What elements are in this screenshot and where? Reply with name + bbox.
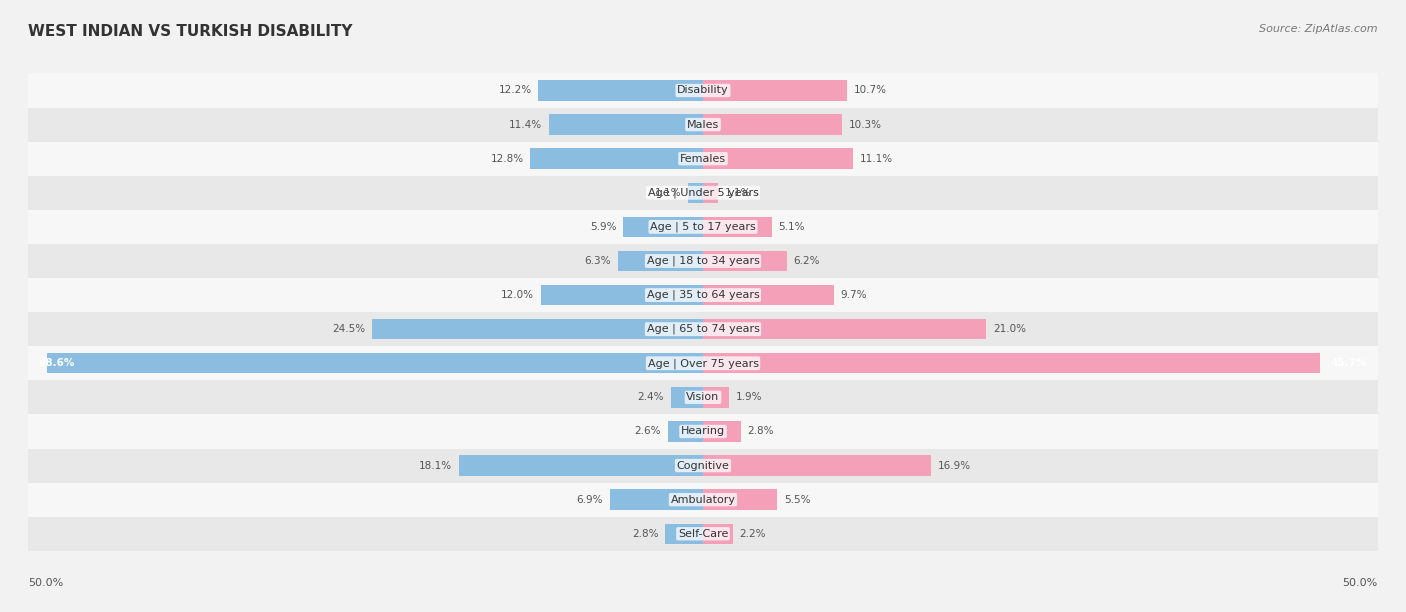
Bar [28, 312, 1378, 346]
Text: 2.8%: 2.8% [748, 427, 775, 436]
Text: 18.1%: 18.1% [419, 461, 451, 471]
Bar [703, 285, 834, 305]
Text: 10.7%: 10.7% [855, 86, 887, 95]
Text: 1.9%: 1.9% [735, 392, 762, 402]
Bar [28, 176, 1378, 210]
Bar [703, 80, 848, 101]
Text: 21.0%: 21.0% [993, 324, 1026, 334]
Text: 2.4%: 2.4% [637, 392, 664, 402]
Bar [703, 114, 842, 135]
Text: 2.6%: 2.6% [634, 427, 661, 436]
Text: Ambulatory: Ambulatory [671, 494, 735, 505]
Bar [28, 210, 1378, 244]
Text: Cognitive: Cognitive [676, 461, 730, 471]
Bar [703, 353, 1320, 373]
Text: 2.2%: 2.2% [740, 529, 766, 539]
Bar [703, 490, 778, 510]
Text: Self-Care: Self-Care [678, 529, 728, 539]
Bar [28, 244, 1378, 278]
Bar [703, 217, 772, 237]
Bar [28, 380, 1378, 414]
Bar [703, 455, 931, 476]
Text: 12.2%: 12.2% [499, 86, 531, 95]
Bar [668, 421, 703, 442]
Bar [623, 217, 703, 237]
Bar [703, 387, 728, 408]
Bar [688, 182, 703, 203]
Text: Age | 18 to 34 years: Age | 18 to 34 years [647, 256, 759, 266]
Bar [703, 523, 733, 544]
Text: Females: Females [681, 154, 725, 163]
Text: 5.9%: 5.9% [591, 222, 617, 232]
Text: Source: ZipAtlas.com: Source: ZipAtlas.com [1260, 24, 1378, 34]
Text: 11.1%: 11.1% [859, 154, 893, 163]
Bar [703, 182, 718, 203]
Bar [619, 251, 703, 271]
Bar [703, 421, 741, 442]
Bar [671, 387, 703, 408]
Text: 10.3%: 10.3% [849, 119, 882, 130]
Bar [458, 455, 703, 476]
Text: 5.5%: 5.5% [785, 494, 810, 505]
Text: 6.3%: 6.3% [585, 256, 612, 266]
Bar [46, 353, 703, 373]
Text: 12.0%: 12.0% [502, 290, 534, 300]
Text: 45.7%: 45.7% [1330, 358, 1367, 368]
Text: Males: Males [688, 119, 718, 130]
Bar [28, 141, 1378, 176]
Bar [703, 251, 787, 271]
Text: 11.4%: 11.4% [509, 119, 543, 130]
Bar [28, 73, 1378, 108]
Text: 48.6%: 48.6% [39, 358, 76, 368]
Text: 1.1%: 1.1% [655, 188, 682, 198]
Bar [28, 483, 1378, 517]
Text: 5.1%: 5.1% [779, 222, 806, 232]
Bar [541, 285, 703, 305]
Text: Age | 35 to 64 years: Age | 35 to 64 years [647, 290, 759, 300]
Text: Age | 65 to 74 years: Age | 65 to 74 years [647, 324, 759, 334]
Bar [28, 346, 1378, 380]
Bar [703, 319, 987, 340]
Text: Age | Under 5 years: Age | Under 5 years [648, 187, 758, 198]
Bar [703, 149, 853, 169]
Text: Age | 5 to 17 years: Age | 5 to 17 years [650, 222, 756, 232]
Bar [28, 414, 1378, 449]
Text: 9.7%: 9.7% [841, 290, 868, 300]
Text: 24.5%: 24.5% [332, 324, 366, 334]
Text: Vision: Vision [686, 392, 720, 402]
Text: 2.8%: 2.8% [631, 529, 658, 539]
Text: Age | Over 75 years: Age | Over 75 years [648, 358, 758, 368]
Bar [373, 319, 703, 340]
Text: 16.9%: 16.9% [938, 461, 972, 471]
Text: 1.1%: 1.1% [724, 188, 751, 198]
Bar [538, 80, 703, 101]
Bar [28, 449, 1378, 483]
Bar [28, 517, 1378, 551]
Text: 50.0%: 50.0% [28, 578, 63, 588]
Text: 6.2%: 6.2% [793, 256, 820, 266]
Bar [28, 108, 1378, 141]
Bar [610, 490, 703, 510]
Bar [550, 114, 703, 135]
Bar [28, 278, 1378, 312]
Text: Hearing: Hearing [681, 427, 725, 436]
Bar [530, 149, 703, 169]
Bar [665, 523, 703, 544]
Text: 6.9%: 6.9% [576, 494, 603, 505]
Text: Disability: Disability [678, 86, 728, 95]
Text: 50.0%: 50.0% [1343, 578, 1378, 588]
Text: WEST INDIAN VS TURKISH DISABILITY: WEST INDIAN VS TURKISH DISABILITY [28, 24, 353, 40]
Text: 12.8%: 12.8% [491, 154, 523, 163]
